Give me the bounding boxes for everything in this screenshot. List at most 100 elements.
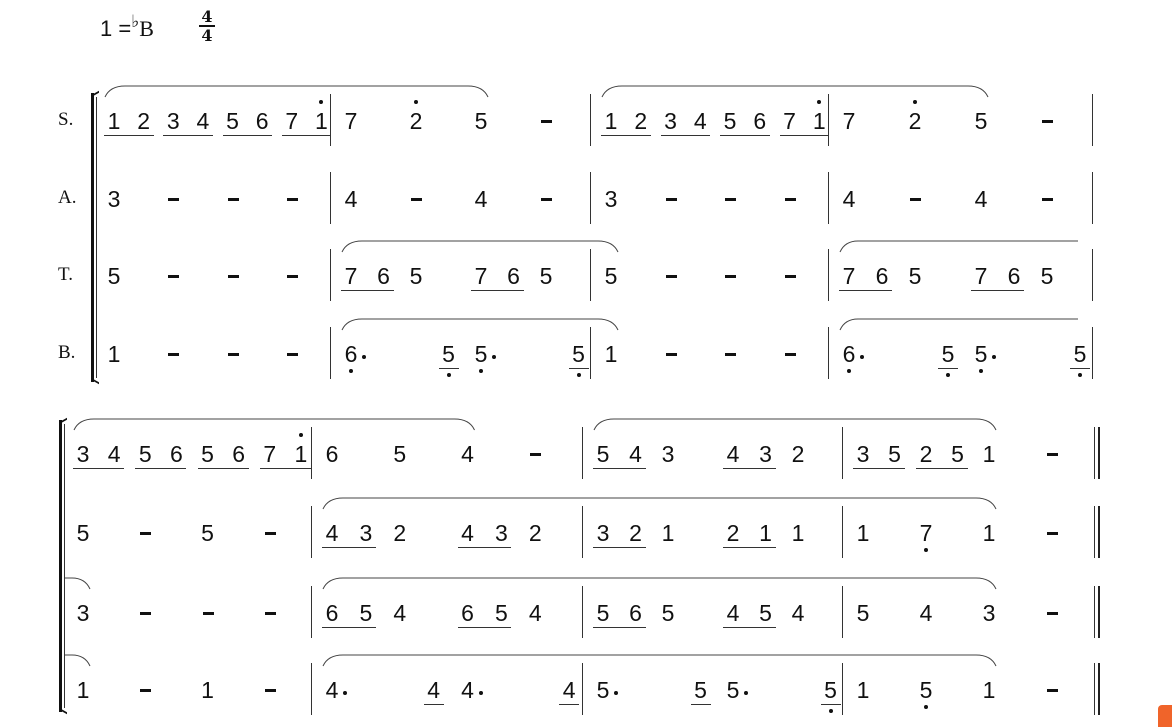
note: 5 bbox=[226, 108, 239, 134]
sustain-dash bbox=[411, 198, 422, 201]
augmentation-dot bbox=[362, 355, 366, 359]
note: 6 bbox=[377, 263, 390, 289]
note: 3 bbox=[76, 600, 90, 626]
note: 4 bbox=[919, 600, 933, 626]
barline bbox=[330, 94, 332, 146]
note: 7 bbox=[344, 263, 358, 289]
eighth-underline bbox=[259, 468, 311, 470]
note: 3 bbox=[759, 441, 772, 467]
low-octave-dot bbox=[924, 705, 928, 709]
final-barline-thick bbox=[1098, 506, 1100, 558]
eighth-underline bbox=[281, 135, 332, 137]
high-octave-dot bbox=[913, 100, 917, 104]
note: 7 bbox=[842, 263, 856, 289]
note: 4 bbox=[196, 108, 210, 134]
sustain-dash bbox=[286, 275, 298, 278]
eighth-underline bbox=[971, 290, 1024, 292]
note: 6 bbox=[507, 263, 520, 289]
note: 4 bbox=[562, 677, 576, 703]
note: 7 bbox=[263, 441, 277, 467]
note: 5 bbox=[824, 677, 837, 703]
barline bbox=[311, 663, 313, 715]
note: 5 bbox=[941, 341, 955, 367]
eighth-underline bbox=[222, 135, 273, 137]
note: 4 bbox=[461, 677, 474, 703]
eighth-underline bbox=[197, 468, 249, 470]
note: 5 bbox=[723, 108, 737, 134]
sustain-dash bbox=[784, 275, 796, 278]
note: 5 bbox=[759, 600, 772, 626]
eighth-underline bbox=[559, 704, 580, 706]
key-signature: 1 =♭B bbox=[100, 12, 154, 42]
barline bbox=[590, 327, 592, 379]
eighth-underline bbox=[593, 547, 646, 549]
barline bbox=[1092, 94, 1094, 146]
high-octave-dot bbox=[414, 100, 418, 104]
low-octave-dot bbox=[979, 369, 983, 373]
slur bbox=[341, 318, 619, 331]
watermark-logo bbox=[1158, 705, 1172, 727]
eighth-underline bbox=[593, 468, 646, 470]
note: 6 bbox=[325, 600, 339, 626]
note: 6 bbox=[232, 441, 246, 467]
augmentation-dot bbox=[744, 691, 748, 695]
note: 4 bbox=[791, 600, 805, 626]
note: 4 bbox=[461, 520, 474, 546]
note: 7 bbox=[474, 263, 488, 289]
sustain-dash bbox=[202, 612, 214, 615]
note: 3 bbox=[494, 520, 508, 546]
note: 4 bbox=[344, 186, 358, 212]
eighth-underline bbox=[660, 135, 711, 137]
note: 1 bbox=[604, 341, 618, 367]
note: 5 bbox=[908, 263, 922, 289]
note: 5 bbox=[974, 341, 988, 367]
sustain-dash bbox=[286, 198, 298, 201]
note: 1 bbox=[314, 108, 328, 134]
note: 5 bbox=[919, 677, 933, 703]
note: 3 bbox=[359, 520, 373, 546]
note: 5 bbox=[442, 341, 455, 367]
note: 2 bbox=[908, 108, 922, 134]
part-label-S: S. bbox=[58, 109, 74, 130]
note: 7 bbox=[285, 108, 299, 134]
eighth-underline bbox=[341, 290, 394, 292]
barline bbox=[590, 94, 592, 146]
augmentation-dot bbox=[992, 355, 996, 359]
note: 7 bbox=[919, 520, 933, 546]
eighth-underline bbox=[723, 468, 776, 470]
note: 5 bbox=[393, 441, 407, 467]
note: 3 bbox=[166, 108, 180, 134]
barline bbox=[842, 506, 844, 558]
note: 2 bbox=[137, 108, 151, 134]
augmentation-dot bbox=[343, 691, 347, 695]
note: 5 bbox=[661, 600, 675, 626]
low-octave-dot bbox=[576, 373, 581, 377]
note: 5 bbox=[596, 441, 610, 467]
note: 5 bbox=[604, 263, 618, 289]
note: 6 bbox=[344, 341, 358, 367]
sustain-dash bbox=[286, 353, 298, 356]
note: 4 bbox=[726, 600, 740, 626]
note: 1 bbox=[107, 108, 121, 134]
barline bbox=[311, 586, 313, 638]
eighth-underline bbox=[723, 547, 776, 549]
part-label-B: B. bbox=[58, 342, 76, 363]
barline bbox=[311, 506, 313, 558]
note: 6 bbox=[169, 441, 183, 467]
time-bottom: 4 bbox=[201, 25, 213, 45]
low-octave-dot bbox=[924, 548, 928, 552]
eighth-underline bbox=[568, 368, 589, 370]
note: 2 bbox=[791, 441, 805, 467]
sustain-dash bbox=[725, 198, 736, 201]
barline bbox=[842, 427, 844, 479]
note: 5 bbox=[474, 341, 488, 367]
note: 5 bbox=[974, 108, 988, 134]
barline bbox=[590, 172, 592, 224]
note: 6 bbox=[461, 600, 474, 626]
note: 1 bbox=[759, 520, 772, 546]
note: 1 bbox=[201, 677, 214, 703]
note: 5 bbox=[888, 441, 901, 467]
sustain-dash bbox=[1047, 612, 1058, 615]
note: 1 bbox=[76, 677, 90, 703]
barline bbox=[582, 506, 584, 558]
